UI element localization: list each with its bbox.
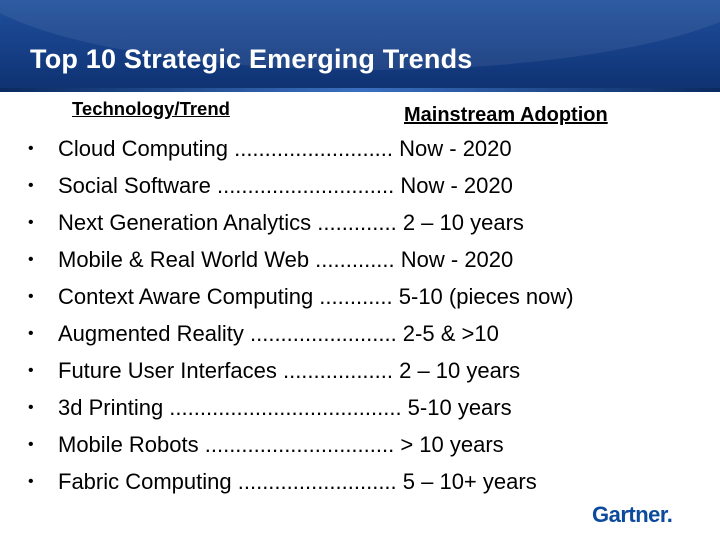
list-item: • Augmented Reality ....................… [28,319,708,349]
bullet-icon: • [28,436,34,453]
list-item: • 3d Printing ..........................… [28,393,708,423]
gartner-logo: Gartner. [592,502,673,528]
column-header-technology: Technology/Trend [72,98,230,119]
title-bar: Top 10 Strategic Emerging Trends [0,0,720,92]
trend-text: Context Aware Computing ............ 5-1… [58,284,574,309]
bullet-icon: • [28,214,34,231]
trend-text: Social Software ........................… [58,173,513,198]
list-item: • Context Aware Computing ............ 5… [28,282,708,312]
list-item: • Mobile Robots ........................… [28,430,708,460]
list-item: • Fabric Computing .....................… [28,467,708,497]
trend-text: Cloud Computing ........................… [58,136,512,161]
list-item: • Next Generation Analytics ............… [28,208,708,238]
list-item: • Social Software ......................… [28,171,708,201]
list-item: • Cloud Computing ......................… [28,134,708,164]
trend-text: 3d Printing ............................… [58,395,512,420]
trend-text: Mobile Robots ..........................… [58,432,504,457]
bullet-icon: • [28,140,34,157]
logo-text: Gartner [592,502,667,527]
bullet-icon: • [28,399,34,416]
list-item: • Future User Interfaces ...............… [28,356,708,386]
bullet-icon: • [28,251,34,268]
bullet-icon: • [28,473,34,490]
trend-text: Fabric Computing .......................… [58,469,537,494]
list-item: • Mobile & Real World Web ............. … [28,245,708,275]
trend-text: Mobile & Real World Web ............. No… [58,247,514,272]
column-header-adoption: Mainstream Adoption [404,104,608,126]
trend-text: Next Generation Analytics ............. … [58,210,524,235]
logo-dot: . [666,502,673,527]
slide-title: Top 10 Strategic Emerging Trends [30,44,473,74]
trend-text: Future User Interfaces .................… [58,358,521,383]
trend-text: Augmented Reality ......................… [58,321,499,346]
bullet-icon: • [28,362,34,379]
bullet-icon: • [28,177,34,194]
bullet-icon: • [28,325,34,342]
bullet-icon: • [28,288,34,305]
